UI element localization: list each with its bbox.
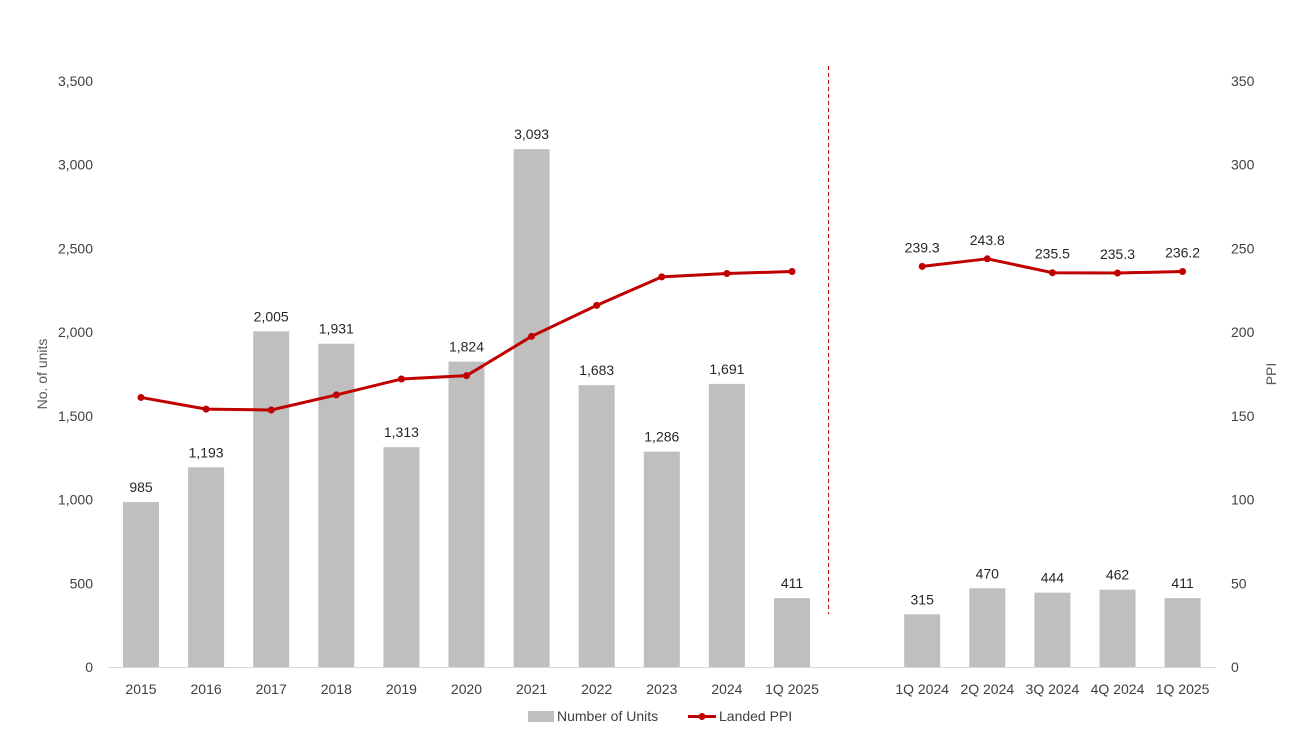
line-group [137,255,1187,414]
x-tick-label: 1Q 2025 [1156,681,1210,697]
y-left-tick-label: 2,500 [58,240,93,256]
x-tick-label: 4Q 2024 [1091,681,1145,697]
bar [123,502,159,667]
y-right-tick-label: 150 [1231,408,1255,424]
bar-value-label: 1,193 [189,444,224,460]
bar [969,588,1006,667]
y-right-tick-label: 200 [1231,324,1255,340]
x-tick-label: 3Q 2024 [1026,681,1080,697]
x-tick-label: 2017 [256,681,287,697]
x-tick-label: 2020 [451,681,482,697]
ppi-value-label: 235.3 [1100,246,1135,262]
legend-label-ppi: Landed PPI [719,708,792,724]
bar-value-label: 1,683 [579,362,614,378]
bar-value-label: 1,313 [384,424,419,440]
bars-group [123,149,1201,667]
legend-swatch-units [528,711,554,722]
bar-value-label: 2,005 [254,308,289,324]
ppi-point [983,255,991,263]
y-left-tick-label: 500 [70,575,94,591]
bar [188,467,225,667]
bar [513,149,550,667]
ppi-point [332,391,340,399]
y-right-tick-label: 250 [1231,240,1255,256]
bar-value-label: 444 [1041,570,1065,586]
bar-value-label: 3,093 [514,126,549,142]
ppi-point [723,270,731,278]
bar-value-label: 1,286 [644,429,679,445]
bar [774,598,810,667]
bar-value-label: 411 [1171,575,1194,591]
bar-value-label: 470 [976,565,1000,581]
x-tick-label: 2023 [646,681,677,697]
bar [904,614,941,667]
ppi-point [1114,269,1121,277]
y-left-tick-label: 1,000 [58,492,93,508]
bar [383,447,420,667]
ppi-point [658,273,666,281]
y-right-tick-label: 50 [1231,575,1247,591]
data-labels-group: 985 1,193 2,005 1,931 1,313 1,824 3,093 1,683 1,… [129,126,1200,607]
x-tick-label: 2015 [125,681,156,697]
ppi-point [593,301,601,309]
y-right-tick-label: 300 [1231,157,1255,173]
ppi-point [788,268,796,276]
ppi-value-label: 236.2 [1165,245,1200,261]
x-tick-label: 2024 [711,681,742,697]
x-tick-label: 2022 [581,681,612,697]
legend-marker-ppi [698,713,706,720]
y-right-tick-label: 100 [1231,492,1255,508]
ppi-point [463,372,470,380]
y-left-axis-title: No. of units [34,339,50,410]
ppi-point [1048,269,1056,277]
y-right-tick-label: 350 [1231,73,1255,89]
ppi-point [918,262,926,270]
bar-value-label: 985 [129,479,153,495]
bar-value-label: 462 [1106,567,1130,583]
bar-value-label: 1,931 [319,321,354,337]
bar-value-label: 1,824 [449,339,484,355]
bar [253,331,290,667]
x-tick-label: 1Q 2025 [765,681,819,697]
bar [708,383,745,667]
y-left-tick-label: 0 [85,659,93,675]
y-left-tick-label: 2,000 [58,324,93,340]
ppi-value-label: 239.3 [905,239,940,255]
ppi-point [267,406,275,414]
ppi-point [202,405,210,413]
y-left-tick-label: 1,500 [58,408,93,424]
y-left-tick-label: 3,500 [58,73,93,89]
x-tick-label: 2019 [386,681,417,697]
bar [578,385,615,667]
x-tick-label: 2016 [191,681,222,697]
bar-value-label: 315 [911,591,935,607]
ppi-value-label: 235.5 [1035,246,1070,262]
legend-group: Number of Units Landed PPI [528,708,792,724]
ppi-point [397,375,405,383]
bar [1164,598,1201,667]
bar [1099,589,1136,667]
bar-value-label: 411 [781,575,804,591]
bar [643,451,680,667]
bar [1034,592,1071,667]
ppi-value-label: 243.8 [970,232,1005,248]
x-tick-label: 2021 [516,681,547,697]
x-tick-label: 2Q 2024 [960,681,1014,697]
legend-label-units: Number of Units [557,708,658,724]
bar-value-label: 1,691 [709,361,744,377]
ppi-point [528,332,536,340]
y-right-tick-label: 0 [1231,659,1239,675]
y-right-axis-title: PPI [1263,363,1279,386]
x-tick-label: 2018 [321,681,352,697]
y-left-tick-label: 3,000 [58,157,93,173]
ppi-point [137,393,145,401]
bar [448,361,485,667]
x-tick-label: 1Q 2024 [895,681,949,697]
axes-group: 0 500 1,000 1,500 2,000 2,500 3,000 3,500 0 50 100… [34,73,1279,697]
ppi-point [1179,268,1187,276]
